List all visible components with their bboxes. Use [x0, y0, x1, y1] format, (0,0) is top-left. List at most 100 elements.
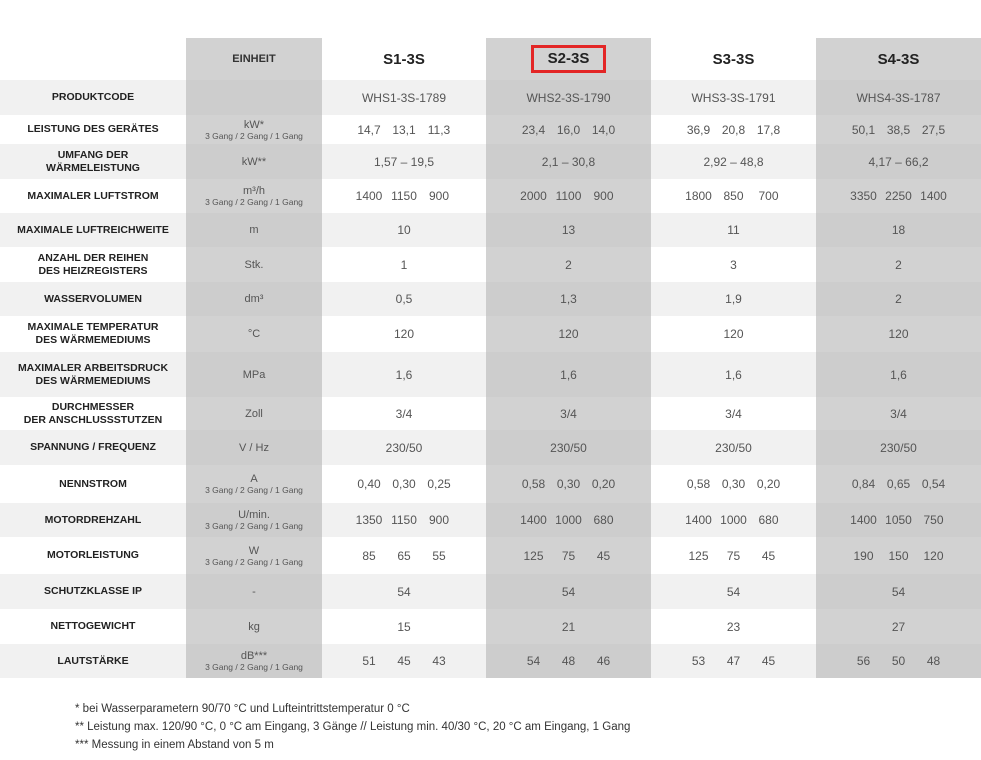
value: 56 [856, 654, 871, 668]
value-group: 120 [387, 327, 422, 341]
row-label: SCHUTZKLASSE IP [0, 574, 186, 609]
value: 0,58 [521, 477, 546, 491]
value-cell-s3-3s: 11 [651, 213, 816, 247]
unit-label: m³/h [243, 185, 265, 197]
value-cell-s3-3s: 120 [651, 316, 816, 352]
value: 48 [926, 654, 941, 668]
value-group: 1400 1050 750 [846, 513, 951, 527]
value: 1050 [885, 513, 912, 527]
value-group: 230/50 [878, 441, 919, 455]
table-header: EINHEIT S1-3S S2-3S S3-3S S4-3S [0, 38, 981, 80]
value: 190 [853, 548, 874, 563]
table-row: NENNSTROM A 3 Gang / 2 Gang / 1 Gang 0,40 0,… [0, 465, 981, 503]
value: 120 [558, 327, 579, 341]
value-group: 54 [716, 585, 751, 599]
value: 120 [393, 327, 415, 341]
footnote-2: ** Leistung max. 120/90 °C, 0 °C am Eing… [75, 721, 631, 733]
value-group: 1350 1150 900 [352, 513, 457, 527]
table-row: DURCHMESSER DER ANSCHLUSSSTUTZEN Zoll 3/4 3… [0, 397, 981, 430]
value: 36,9 [686, 122, 711, 137]
value-group: 190 150 120 [846, 549, 951, 563]
value-group: 0,84 0,65 0,54 [846, 477, 951, 491]
value-group: 0,5 [387, 292, 422, 306]
value-group: 1,6 [881, 368, 916, 382]
unit-label: kg [248, 620, 260, 633]
header-model-s1: S1-3S [322, 38, 486, 80]
value: 850 [723, 189, 744, 203]
model-name: S3-3S [712, 50, 755, 68]
value: 2 [895, 292, 902, 306]
value-cell-s4-3s: 56 50 48 [816, 644, 981, 678]
value: 3/4 [890, 406, 907, 421]
value-cell-s4-3s: 190 150 120 [816, 537, 981, 574]
value: 20,8 [721, 122, 746, 137]
value: 0,30 [721, 477, 746, 491]
value-cell-s2-3s: 3/4 [486, 397, 651, 430]
value: 14,0 [591, 122, 616, 137]
unit-label: dB*** [240, 650, 268, 662]
table-row: NETTOGEWICHT kg 15 21 23 27 [0, 609, 981, 644]
value-cell-s3-3s: WHS3-3S-1791 [651, 80, 816, 115]
value: 48 [561, 654, 576, 668]
unit-label: U/min. [238, 509, 270, 521]
value: 0,20 [591, 477, 616, 491]
value: 43 [432, 654, 446, 668]
value: 2000 [520, 189, 547, 203]
value: 13,1 [392, 122, 416, 137]
value-group: 125 75 45 [516, 549, 621, 563]
value-group: 0,40 0,30 0,25 [352, 477, 457, 491]
value-cell-s1-3s: 120 [322, 316, 486, 352]
value: 27,5 [921, 122, 946, 137]
table-row: MOTORDREHZAHL U/min. 3 Gang / 2 Gang / 1 G… [0, 503, 981, 537]
value-group: 54 48 46 [516, 654, 621, 668]
row-label: UMFANG DER WÄRMELEISTUNG [0, 144, 186, 179]
value: 230/50 [715, 440, 752, 455]
value-group: 3 [716, 258, 751, 272]
unit-gear-note: 3 Gang / 2 Gang / 1 Gang [205, 485, 303, 495]
value-group: 1,57 – 19,5 [372, 155, 436, 169]
unit-gear-note: 3 Gang / 2 Gang / 1 Gang [205, 556, 303, 567]
value-cell-s3-3s: 53 47 45 [651, 644, 816, 678]
value: 1400 [920, 189, 947, 203]
value-cell-s1-3s: 1,57 – 19,5 [322, 144, 486, 179]
header-model-s4: S4-3S [816, 38, 981, 80]
value: 900 [428, 189, 450, 203]
value-group: 125 75 45 [681, 549, 786, 563]
value: 1400 [850, 513, 877, 527]
value-group: 2 [881, 292, 916, 306]
value: 1400 [685, 513, 712, 527]
row-label: MAXIMALE TEMPERATUR DES WÄRMEMEDIUMS [0, 316, 186, 352]
unit-label: W [248, 544, 260, 557]
value: 54 [561, 584, 576, 599]
row-label: NETTOGEWICHT [0, 609, 186, 644]
value-cell-s2-3s: 1400 1000 680 [486, 503, 651, 537]
value: 1 [400, 257, 408, 272]
value: 700 [758, 189, 779, 203]
row-unit: dm³ [186, 282, 322, 316]
value: 50,1 [851, 122, 876, 137]
value: 1800 [685, 189, 712, 203]
value-cell-s4-3s: 1,6 [816, 352, 981, 397]
value-group: 3/4 [716, 407, 751, 421]
value-group: 1,6 [716, 368, 751, 382]
value: 125 [523, 548, 544, 563]
value-cell-s3-3s: 1400 1000 680 [651, 503, 816, 537]
value: 55 [432, 548, 446, 563]
value-cell-s4-3s: 50,1 38,5 27,5 [816, 115, 981, 144]
row-label: MOTORLEISTUNG [0, 537, 186, 574]
value-group: 18 [881, 223, 916, 237]
value: 1350 [355, 513, 383, 527]
value: WHS1-3S-1789 [361, 90, 447, 105]
value: 120 [723, 327, 744, 341]
unit-label: kW** [241, 155, 267, 168]
value-cell-s4-3s: 230/50 [816, 430, 981, 465]
value: 45 [761, 548, 776, 563]
value: 54 [397, 584, 411, 599]
value-group: 2 [881, 258, 916, 272]
value-cell-s4-3s: 27 [816, 609, 981, 644]
value: 75 [561, 548, 576, 563]
value-cell-s3-3s: 230/50 [651, 430, 816, 465]
value: 1000 [720, 513, 747, 527]
value-cell-s3-3s: 1800 850 700 [651, 179, 816, 213]
row-label: MOTORDREHZAHL [0, 503, 186, 537]
